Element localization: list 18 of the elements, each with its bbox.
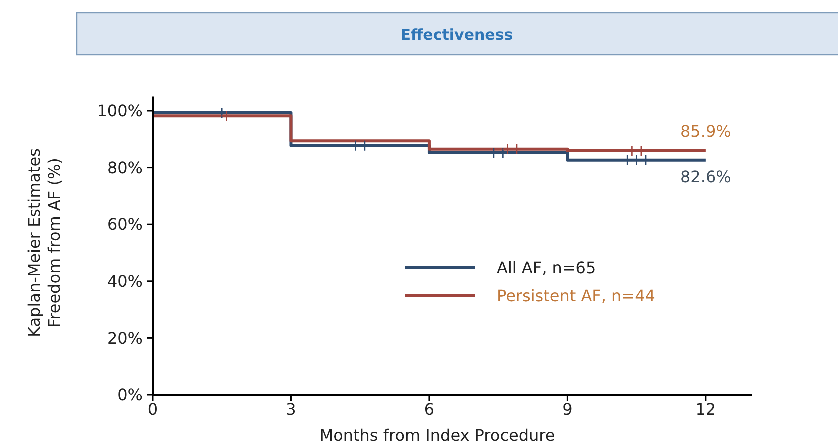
x-tick-label: 9 — [562, 400, 573, 419]
y-tick-label: 100% — [97, 102, 143, 121]
x-tick-label: 6 — [424, 400, 435, 419]
annotation: 85.9% — [680, 122, 732, 142]
annotation: 82.6% — [680, 167, 732, 186]
x-tick-label: 3 — [286, 400, 296, 419]
y-tick-label: 0% — [118, 386, 143, 405]
chart-title: Effectiveness — [400, 26, 514, 44]
legend-label: Persistent AF, n=44 — [497, 286, 656, 306]
x-axis-title: Months from Index Procedure — [320, 426, 556, 445]
y-tick-label: 80% — [107, 158, 143, 178]
y-axis-title: Kaplan-Meier Estimates Freedom from AF (%) — [25, 148, 64, 338]
y-tick-label: 40% — [107, 272, 143, 291]
y-tick-label: 20% — [107, 328, 143, 348]
y-tick-label: 60% — [107, 215, 143, 234]
x-tick-label: 0 — [148, 400, 158, 419]
legend-label: All AF, n=65 — [497, 258, 596, 278]
x-tick-label: 12 — [696, 400, 716, 419]
